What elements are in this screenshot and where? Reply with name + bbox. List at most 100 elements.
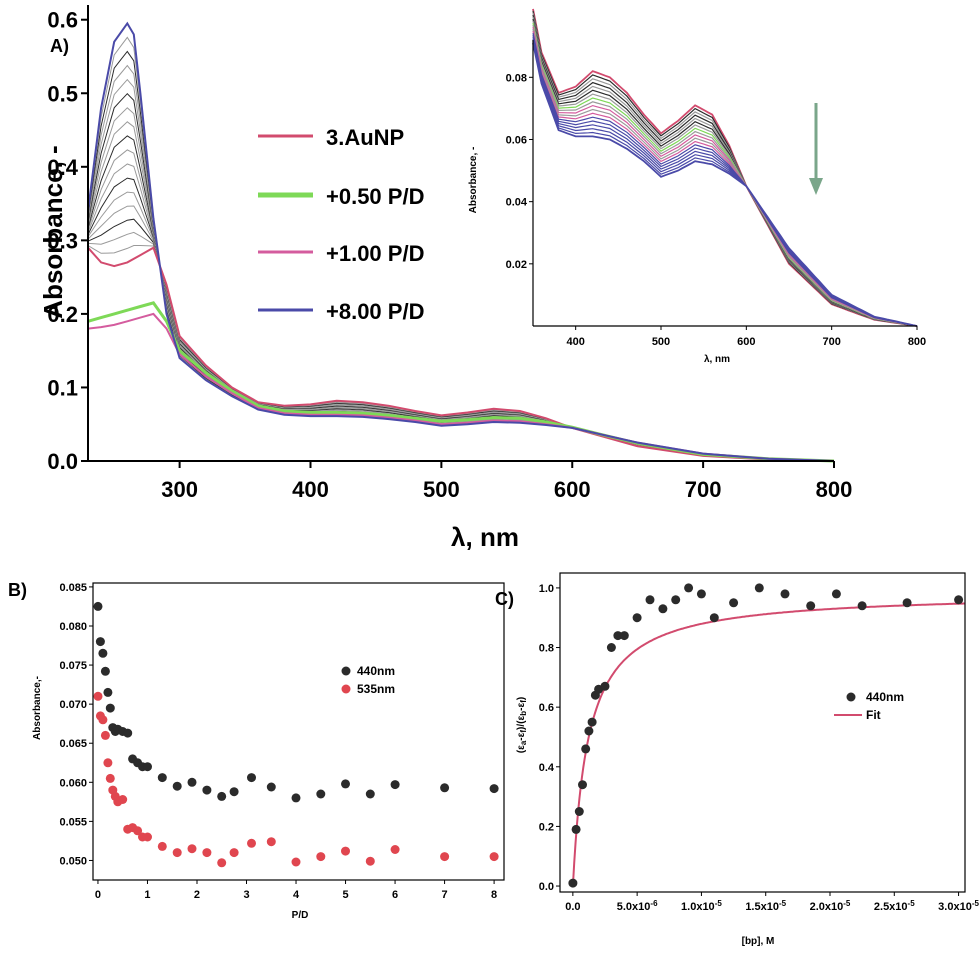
point-c-440nm-10	[606, 643, 616, 652]
b-y-tick-label-0.065: 0.065	[59, 738, 87, 750]
titration-curve-16	[87, 36, 835, 462]
panel-c-legend: 440nm Fit	[834, 690, 904, 722]
panel-b-label: B)	[8, 580, 27, 600]
inset-x-tick-label-800: 800	[908, 336, 926, 348]
panel-c-x-axis-title: [bp], M	[742, 936, 775, 947]
x-tick-label-300: 300	[161, 477, 198, 502]
legend-label-fit: Fit	[866, 708, 881, 722]
c-x-tick-label-3: 1.5x10-5	[745, 899, 786, 913]
point-535nm-27	[390, 845, 400, 854]
x-tick-label-500: 500	[423, 477, 460, 502]
titration-curve-15	[87, 50, 835, 462]
point-c-440nm-2	[574, 807, 584, 816]
c-x-tick-exponent-4: -5	[843, 899, 851, 908]
inset-arrow	[809, 103, 823, 195]
point-535nm-20	[229, 848, 239, 858]
c-y-tick-label-1: 1.0	[539, 583, 554, 595]
inset-x-tick-label-600: 600	[737, 336, 755, 348]
point-c-440nm-26	[902, 598, 912, 608]
point-440nm-19	[217, 791, 227, 801]
b-x-tick-label-7: 7	[442, 889, 448, 901]
point-440nm-3	[100, 666, 110, 676]
point-c-440nm-22	[780, 589, 790, 599]
point-c-440nm-16	[671, 595, 681, 605]
b-y-tick-label-0.085: 0.085	[59, 582, 87, 594]
point-c-440nm-4	[581, 744, 591, 754]
panel-b-frame	[92, 582, 505, 881]
point-440nm-27	[390, 780, 400, 790]
panel-c-label: C)	[495, 589, 514, 609]
y-tick-label-0.4: 0.4	[47, 155, 78, 180]
panel-b-x-axis-title: P/D	[292, 910, 309, 921]
point-535nm-14	[143, 832, 152, 842]
point-535nm-16	[172, 848, 182, 858]
point-535nm-19	[217, 858, 227, 868]
c-y-tick-label-0.4: 0.4	[539, 762, 555, 774]
inset-curve-15	[532, 38, 918, 327]
point-535nm-0	[93, 691, 103, 701]
c-x-tick-exponent-5: -5	[908, 899, 916, 908]
point-535nm-17	[187, 844, 197, 854]
y-tick-label-0: 0.0	[47, 449, 78, 474]
b-y-tick-label-0.08: 0.080	[59, 621, 87, 633]
point-535nm-29	[489, 852, 499, 862]
point-440nm-29	[489, 784, 499, 794]
point-c-440nm-27	[954, 595, 964, 605]
b-x-tick-label-0: 0	[95, 889, 101, 901]
c-x-tick-label-6: 3.0x10-5	[938, 899, 979, 913]
point-535nm-15	[157, 841, 167, 851]
point-535nm-12	[133, 826, 143, 836]
c-x-tick-exponent-3: -5	[779, 899, 787, 908]
inset-y-tick-label-0.04: 0.04	[506, 197, 528, 209]
point-535nm-21	[247, 838, 256, 848]
point-c-440nm-14	[645, 595, 655, 605]
x-tick-label-800: 800	[816, 477, 853, 502]
point-535nm-18	[202, 848, 212, 858]
b-x-tick-label-1: 1	[144, 889, 150, 901]
c-y-tick-label-0.6: 0.6	[539, 702, 554, 714]
inset-curve-7	[532, 22, 918, 327]
inset-curve-17	[532, 42, 918, 327]
point-440nm-4	[103, 687, 113, 697]
point-535nm-23	[291, 857, 301, 867]
panel-c-axes: 0.0 5.0x10-6 1.0x10-5 1.5x10-5 2.0x10-5 2.5x1…	[539, 572, 979, 913]
panel-b-plot-area	[93, 601, 499, 868]
point-440nm-20	[229, 787, 239, 797]
x-tick-label-700: 700	[685, 477, 722, 502]
titration-curve-10	[87, 121, 835, 462]
panel-c-frame	[559, 572, 966, 893]
panel-c-plot-area	[568, 583, 965, 888]
legend-marker-440nm-c	[846, 692, 856, 702]
c-y-tick-label-0.2: 0.2	[539, 821, 554, 833]
panel-b-legend: 440nm 535nm	[341, 664, 395, 696]
point-c-440nm-9	[600, 681, 610, 691]
inset-plot-area	[532, 8, 918, 327]
y-tick-label-0.2: 0.2	[47, 302, 78, 327]
inset-curve-5	[532, 18, 918, 327]
point-535nm-3	[100, 730, 110, 740]
point-c-440nm-25	[857, 601, 867, 611]
point-c-440nm-1	[571, 824, 581, 834]
point-535nm-9	[118, 795, 128, 804]
b-x-tick-label-2: 2	[194, 889, 200, 901]
panel-c-y-axis-title: (εa-εf)/(εb-εf)	[516, 697, 528, 753]
y-tick-label-0.6: 0.6	[47, 8, 78, 33]
c-x-tick-label-5: 2.5x10-5	[874, 899, 915, 913]
legend-marker-535nm	[341, 684, 351, 694]
legend-marker-440nm	[341, 666, 351, 676]
point-c-440nm-23	[806, 601, 816, 611]
point-440nm-23	[291, 793, 301, 803]
inset-x-tick-label-400: 400	[566, 336, 584, 348]
point-440nm-26	[365, 789, 375, 799]
inset-x-axis-title: λ, nm	[704, 354, 730, 365]
x-tick-label-400: 400	[292, 477, 329, 502]
c-x-tick-label-2: 1.0x10-5	[681, 899, 722, 913]
legend-label-0-50-pd: +0.50 P/D	[326, 184, 424, 209]
point-c-440nm-5	[584, 726, 594, 736]
b-x-tick-label-5: 5	[342, 889, 348, 901]
c-x-tick-label-4: 2.0x10-5	[810, 899, 851, 913]
c-x-tick-exponent-6: -5	[972, 899, 979, 908]
point-c-440nm-24	[831, 589, 841, 599]
panel-b: B) 0 1 2 3 4 5 6 7 8 0.050 0.055 0.060 0.065 0.070 0.0…	[8, 580, 505, 921]
